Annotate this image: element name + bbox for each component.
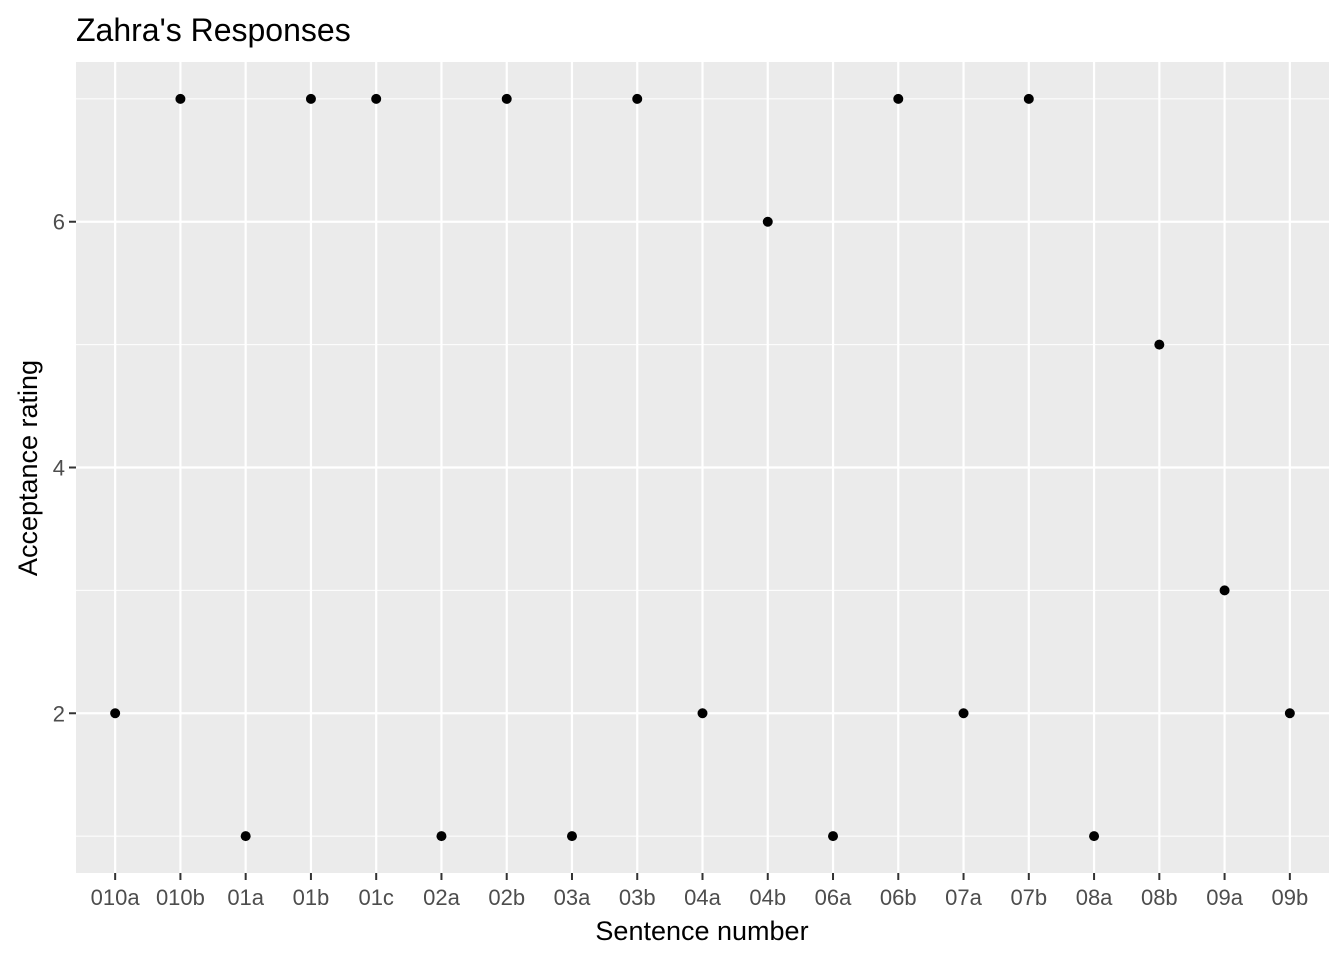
x-tick-label: 09a (1206, 885, 1243, 910)
x-tick-label: 01c (358, 885, 393, 910)
x-tick-label: 07a (945, 885, 982, 910)
x-tick-label: 07b (1010, 885, 1047, 910)
chart-title: Zahra's Responses (76, 12, 351, 48)
x-tick-label: 09b (1271, 885, 1308, 910)
x-tick-label: 01b (293, 885, 330, 910)
data-point (1089, 831, 1100, 842)
x-tick-label: 04a (684, 885, 721, 910)
data-point (1284, 708, 1295, 719)
x-axis-title: Sentence number (595, 916, 808, 946)
data-point (305, 93, 316, 104)
data-point (566, 831, 577, 842)
x-tick-label: 01a (227, 885, 264, 910)
data-point (697, 708, 708, 719)
x-tick-label: 08b (1141, 885, 1178, 910)
data-point (632, 93, 643, 104)
y-tick-label: 4 (53, 456, 65, 481)
data-point (958, 708, 969, 719)
data-point (501, 93, 512, 104)
data-point (893, 93, 904, 104)
x-tick-label: 06a (815, 885, 852, 910)
data-point (1154, 339, 1165, 350)
x-tick-label: 06b (880, 885, 917, 910)
data-point (240, 831, 251, 842)
data-point (1023, 93, 1034, 104)
x-axis: 010a 010b 01a 01b 01c 02a 02b 03a 03b 04a 04b 06a 06… (91, 873, 1308, 910)
x-tick-label: 02b (488, 885, 525, 910)
data-points (110, 93, 1295, 842)
x-tick-label: 03b (619, 885, 656, 910)
data-point (371, 93, 382, 104)
data-point (110, 708, 121, 719)
data-point (175, 93, 186, 104)
y-axis: 2 4 6 (53, 210, 76, 726)
data-point (828, 831, 839, 842)
grid-lines (76, 62, 1329, 873)
x-tick-label: 02a (423, 885, 460, 910)
data-point (1219, 585, 1230, 596)
x-tick-label: 010a (91, 885, 141, 910)
y-axis-title: Acceptance rating (13, 360, 43, 576)
x-tick-label: 010b (156, 885, 205, 910)
x-tick-label: 04b (749, 885, 786, 910)
data-point (436, 831, 447, 842)
data-point (762, 216, 773, 227)
y-tick-label: 6 (53, 210, 65, 235)
x-tick-label: 08a (1076, 885, 1113, 910)
y-tick-label: 2 (53, 701, 65, 726)
x-tick-label: 03a (554, 885, 591, 910)
